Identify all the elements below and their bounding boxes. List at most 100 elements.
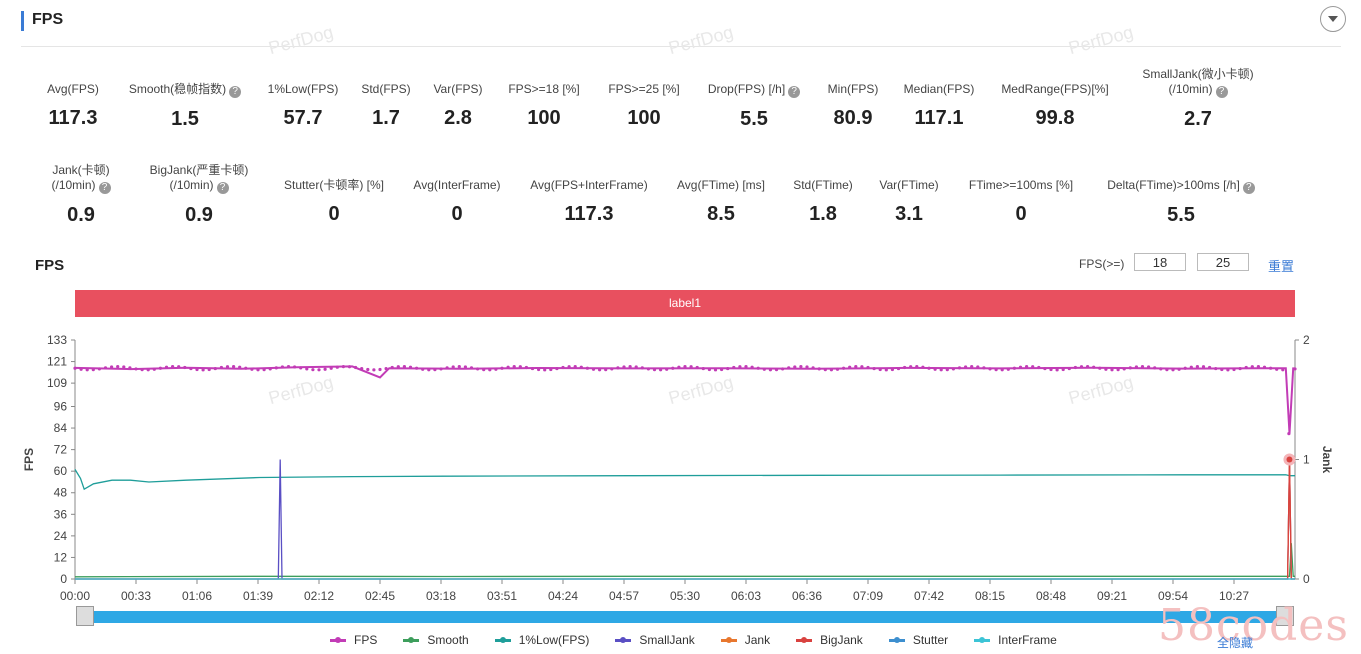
legend-item-smalljank[interactable]: SmallJank xyxy=(615,633,695,647)
legend-item-stutter[interactable]: Stutter xyxy=(888,633,948,647)
fps-point xyxy=(524,365,529,370)
legend-swatch xyxy=(888,637,905,644)
legend-item-smooth[interactable]: Smooth xyxy=(403,633,469,647)
fps-point xyxy=(689,365,693,369)
collapse-button[interactable] xyxy=(1320,6,1346,32)
fps-point xyxy=(1104,367,1108,371)
metric-metrics_row1-9: Median(FPS) 117.1 xyxy=(839,82,1039,130)
metric-label: Smooth(稳帧指数)? xyxy=(85,82,285,98)
metric-metrics_row2-0: Jank(卡顿) (/10min)? 0.9 xyxy=(0,163,181,227)
fps-point xyxy=(640,366,644,370)
fps-point xyxy=(1012,366,1017,370)
fps-point xyxy=(299,366,303,370)
metric-value: 57.7 xyxy=(283,107,323,129)
fps-point xyxy=(701,366,705,371)
fps-point xyxy=(415,366,419,370)
legend-label: InterFrame xyxy=(998,633,1057,647)
metric-label: Drop(FPS) [/h]? xyxy=(654,82,854,98)
fps-threshold-high-input[interactable] xyxy=(1197,253,1249,271)
slider-left-handle[interactable] xyxy=(76,606,94,626)
fps-point xyxy=(1043,366,1047,371)
fps-point xyxy=(128,366,132,370)
metric-value: 1.7 xyxy=(372,107,400,129)
metric-label-unit: (/10min)? xyxy=(99,178,299,194)
x-tick-label: 09:54 xyxy=(1158,589,1188,603)
fps-point xyxy=(860,365,864,369)
metric-value: 2.8 xyxy=(444,107,472,129)
fps-point xyxy=(427,368,431,372)
fps-point xyxy=(982,366,986,370)
fps-point xyxy=(945,368,949,372)
legend-item-fps[interactable]: FPS xyxy=(330,633,377,647)
fps-point xyxy=(1098,366,1102,370)
help-icon[interactable]: ? xyxy=(1215,86,1228,98)
fps-point xyxy=(634,365,638,369)
x-tick-label: 07:09 xyxy=(853,589,883,603)
help-icon[interactable]: ? xyxy=(98,182,111,194)
help-icon[interactable]: ? xyxy=(229,86,242,98)
legend-swatch xyxy=(615,637,632,644)
metric-value: 117.3 xyxy=(48,107,98,129)
metric-label: Avg(FPS+InterFrame) xyxy=(530,178,648,192)
label-band[interactable]: label1 xyxy=(75,290,1295,317)
metric-label: Avg(FTime) [ms] xyxy=(676,178,765,192)
fps-point xyxy=(1116,368,1120,372)
help-icon[interactable]: ? xyxy=(1242,182,1255,194)
x-tick-label: 01:06 xyxy=(182,589,212,603)
fps-point xyxy=(1128,366,1132,370)
fps-point xyxy=(384,366,388,371)
legend-item-bigjank[interactable]: BigJank xyxy=(796,633,863,647)
legend-swatch xyxy=(796,637,813,644)
metric-value: 5.5 xyxy=(740,108,768,130)
fps-point xyxy=(579,365,583,369)
reset-link[interactable]: 重置 xyxy=(1268,259,1295,274)
metric-label: Std(FPS) xyxy=(361,82,411,96)
metric-value: 0 xyxy=(451,203,463,225)
fps-point xyxy=(1214,366,1218,371)
legend-item-jank[interactable]: Jank xyxy=(720,633,770,647)
fps-point xyxy=(1159,367,1163,371)
fps-point xyxy=(1147,365,1151,369)
help-icon[interactable]: ? xyxy=(216,182,229,194)
slider-right-handle[interactable] xyxy=(1276,606,1294,626)
legend-label: 1%Low(FPS) xyxy=(518,633,590,647)
fps-threshold-low-input[interactable] xyxy=(1134,253,1186,271)
x-tick-label: 00:00 xyxy=(60,589,90,603)
help-icon[interactable]: ? xyxy=(788,86,801,98)
fps-point xyxy=(1140,364,1145,369)
metric-label: FPS>=25 [%] xyxy=(608,82,680,96)
y2-tick-label: 2 xyxy=(1303,333,1310,347)
fps-point xyxy=(890,367,895,372)
metric-metrics_row2-6: Std(FTime) 1.8 xyxy=(723,178,923,226)
legend-item-1-low-fps-[interactable]: 1%Low(FPS) xyxy=(494,633,590,647)
fps-point xyxy=(604,368,608,372)
hide-all-link[interactable]: 全隐藏 xyxy=(1217,636,1254,650)
fps-point xyxy=(927,366,931,370)
fps-point xyxy=(85,368,89,372)
fps-point xyxy=(1055,368,1059,372)
y-tick-label: 12 xyxy=(54,550,68,564)
metric-value: 117.3 xyxy=(564,203,614,225)
fps-point xyxy=(530,366,535,371)
metric-label: MedRange(FPS)[%] xyxy=(1001,82,1109,96)
fps-point xyxy=(177,365,181,369)
metric-value: 3.1 xyxy=(895,203,923,225)
fps-point xyxy=(951,367,956,371)
legend-item-interframe[interactable]: InterFrame xyxy=(974,633,1057,647)
x-tick-label: 10:27 xyxy=(1219,589,1249,603)
time-range-slider[interactable] xyxy=(80,611,1290,623)
metric-value: 0.9 xyxy=(67,204,95,226)
metric-value: 5.5 xyxy=(1167,204,1195,226)
y-tick-label: 36 xyxy=(54,507,68,521)
fps-point xyxy=(695,365,699,370)
x-tick-label: 07:42 xyxy=(914,589,944,603)
fps-point xyxy=(262,368,266,372)
fps-point xyxy=(622,365,626,369)
metric-label: Jank(卡顿) xyxy=(52,163,110,177)
fps-point xyxy=(207,367,211,372)
fps-point xyxy=(872,366,876,371)
fps-point xyxy=(311,368,315,372)
legend-swatch xyxy=(403,637,420,644)
fps-point xyxy=(158,366,162,370)
